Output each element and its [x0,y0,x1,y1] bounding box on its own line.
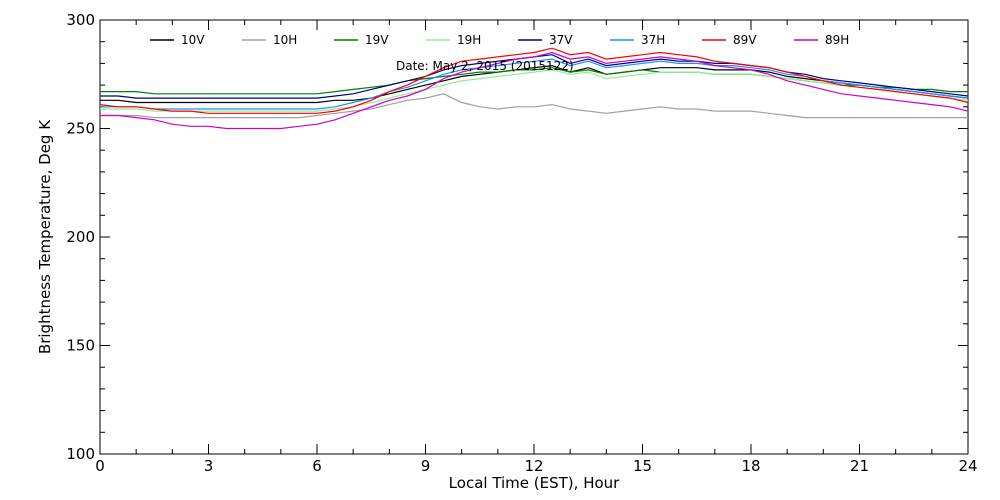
legend-label-37h: 37H [641,33,665,47]
series-line-89h [100,51,969,130]
series-line-10h [100,93,968,119]
legend: 10V 10H 19V 19H 37V 37H 89V 89H [150,33,849,47]
date-annotation: Date: May 2, 2015 (2015122) [396,59,574,73]
y-tick-label: 200 [66,228,95,246]
y-tick-label: 150 [66,337,95,355]
series-lines [99,47,969,130]
series-line-89v [99,47,969,114]
x-tick-label: 24 [958,457,977,475]
x-tick-label: 18 [741,457,760,475]
legend-label-37v: 37V [549,33,573,47]
x-tick-label: 21 [850,457,869,475]
x-axis-label: Local Time (EST), Hour [449,474,620,492]
legend-label-10h: 10H [273,33,297,47]
x-tick-label: 15 [633,457,652,475]
x-tick-label: 6 [312,457,322,475]
y-tick-label: 100 [66,445,95,463]
legend-label-89v: 89V [733,33,757,47]
x-tick-label: 0 [95,457,105,475]
legend-label-19h: 19H [457,33,481,47]
y-tick-label: 300 [66,11,95,29]
y-tick-label: 250 [66,120,95,138]
axis-ticks: 0 3 6 9 12 15 18 21 24 100 150 200 250 300 [66,11,977,475]
legend-label-19v: 19V [365,33,389,47]
x-tick-label: 12 [524,457,543,475]
x-tick-label: 3 [204,457,214,475]
series-line-19h [100,69,969,112]
legend-label-89h: 89H [825,33,849,47]
legend-label-10v: 10V [181,33,205,47]
x-tick-label: 9 [421,457,431,475]
y-axis-label: Brightness Temperature, Deg K [36,119,54,354]
